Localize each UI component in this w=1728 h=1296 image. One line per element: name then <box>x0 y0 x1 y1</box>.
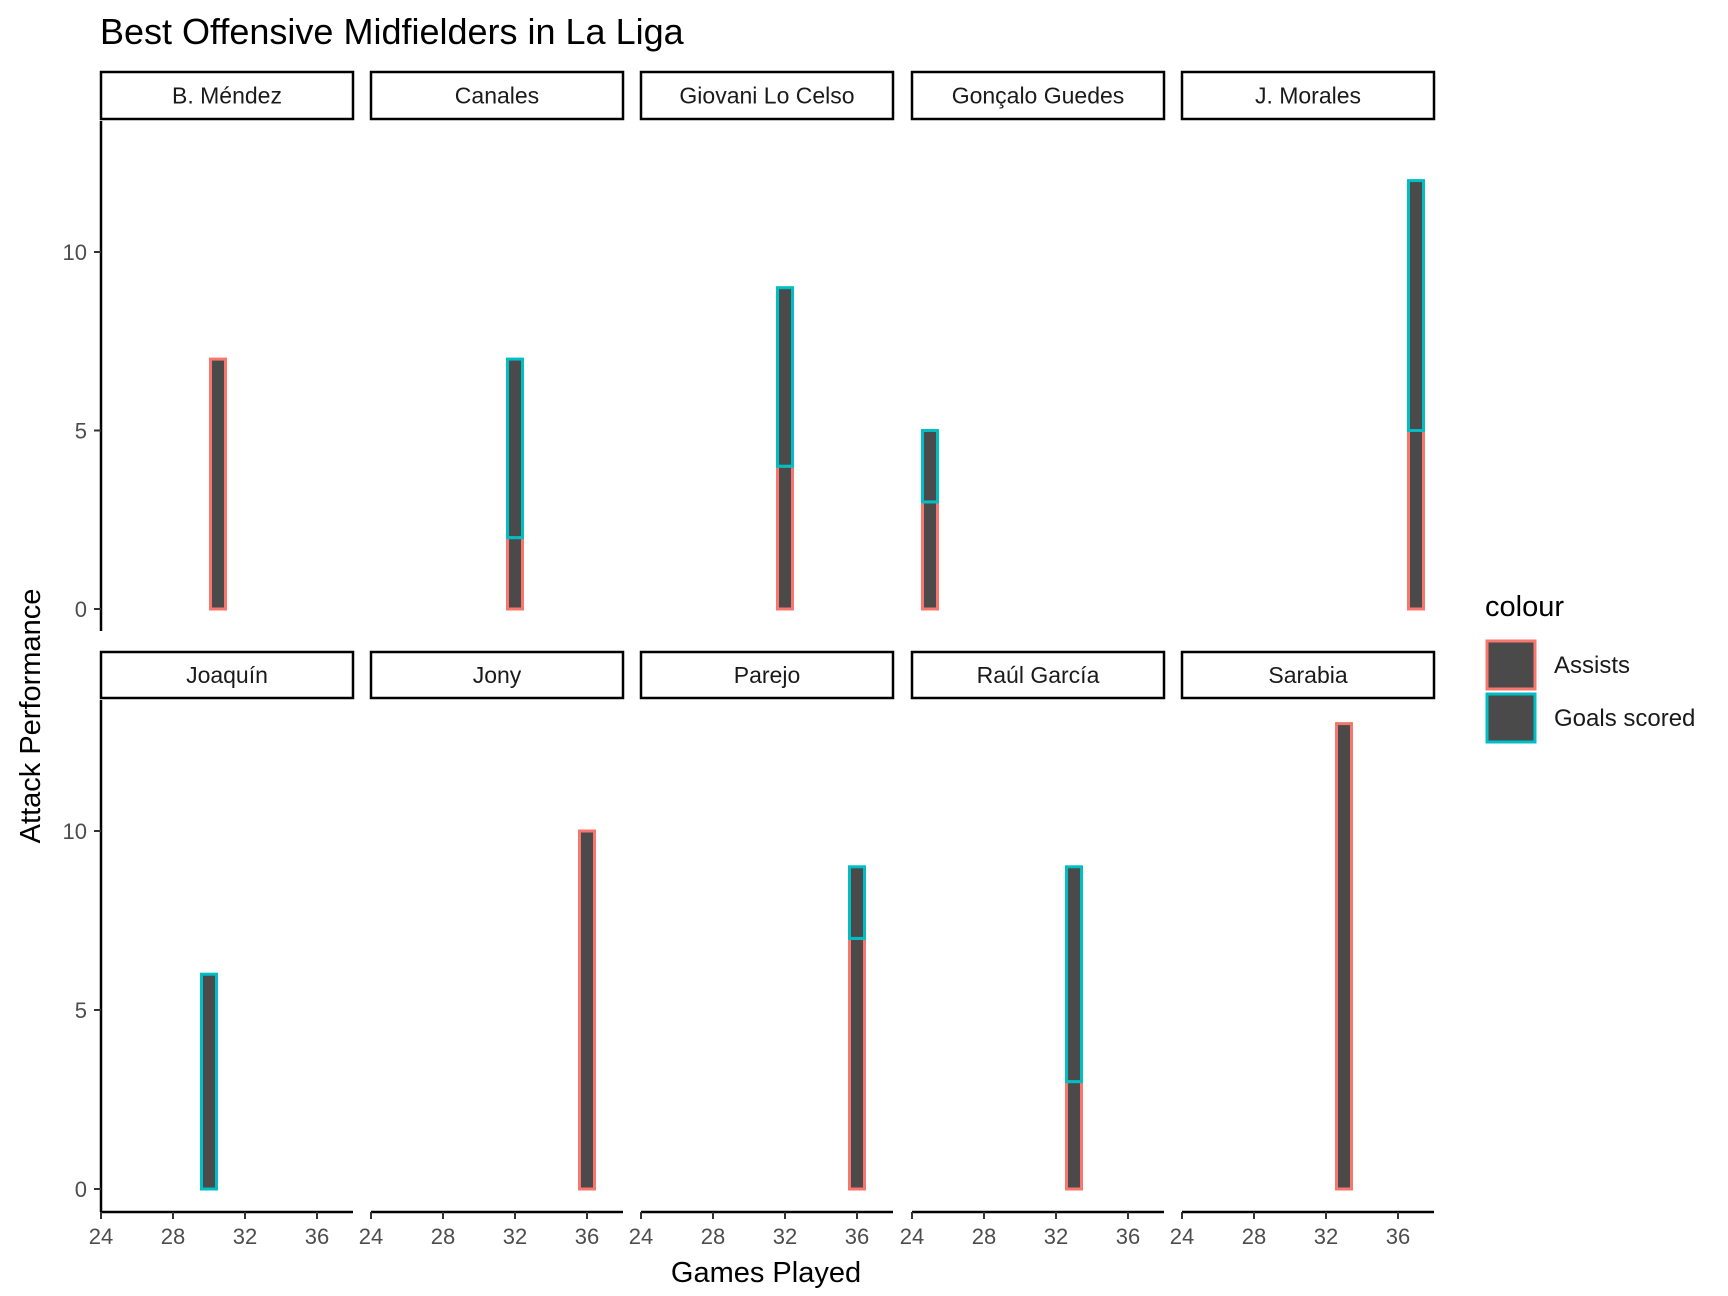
legend-title: colour <box>1485 591 1564 623</box>
bar-assists <box>921 500 939 611</box>
facet-label: Canales <box>455 83 539 109</box>
facet-strip <box>99 650 355 700</box>
x-tick-label: 24 <box>629 1224 653 1249</box>
x-tick-label: 28 <box>431 1224 455 1249</box>
legend-key <box>1485 639 1537 691</box>
facet-panel: Jony 24 28 32 36 <box>359 650 625 1249</box>
x-tick-label: 36 <box>845 1224 869 1249</box>
facet-label: Gonçalo Guedes <box>952 83 1125 109</box>
bar-assists <box>209 357 227 611</box>
facet-panel: Joaquín 0 5 10 24 28 32 36 <box>63 650 355 1249</box>
facet-strip <box>910 650 1166 700</box>
y-axis-label: Attack Performance <box>15 589 47 844</box>
facet-panel: Parejo 24 28 32 36 <box>629 650 895 1249</box>
x-tick-label: 36 <box>1116 1224 1140 1249</box>
facet-label: J. Morales <box>1255 83 1361 109</box>
x-axis-label: Games Played <box>671 1257 861 1289</box>
facet-panel: J. Morales <box>1180 70 1436 611</box>
y-tick-label: 10 <box>63 819 87 844</box>
x-tick-label: 32 <box>1314 1224 1338 1249</box>
facet-panel: B. Méndez 0 5 10 <box>63 70 355 631</box>
facet-label: Joaquín <box>186 662 268 688</box>
y-tick-label: 5 <box>75 419 87 444</box>
x-tick-label: 32 <box>773 1224 797 1249</box>
bar-assists <box>848 936 866 1191</box>
bar-assists <box>506 536 524 611</box>
bar-assists <box>776 464 794 611</box>
x-tick-label: 24 <box>89 1224 113 1249</box>
y-tick-label: 0 <box>75 1177 87 1202</box>
legend-key <box>1485 692 1537 744</box>
facet-label: Raúl García <box>977 662 1100 688</box>
legend-items: Assists Goals scored <box>1485 639 1695 744</box>
x-tick-label: 36 <box>1386 1224 1410 1249</box>
chart-title: Best Offensive Midfielders in La Liga <box>100 11 685 52</box>
legend-label: Assists <box>1554 652 1630 679</box>
facet-strip <box>369 70 625 121</box>
bar-assists <box>578 829 596 1191</box>
bar-assists <box>1335 722 1353 1191</box>
x-tick-label: 32 <box>233 1224 257 1249</box>
bar-goals <box>1407 179 1425 432</box>
bar-goals <box>506 357 524 540</box>
facet-panel: Giovani Lo Celso <box>639 70 895 611</box>
x-tick-label: 24 <box>900 1224 924 1249</box>
bar-goals <box>1065 865 1083 1084</box>
x-tick-label: 36 <box>575 1224 599 1249</box>
facet-label: Sarabia <box>1268 662 1347 688</box>
bar-goals <box>921 429 939 504</box>
facet-strip <box>910 70 1166 121</box>
x-tick-label: 32 <box>1044 1224 1068 1249</box>
x-tick-label: 24 <box>1170 1224 1194 1249</box>
facet-strip <box>639 650 895 700</box>
facet-panel: Gonçalo Guedes <box>910 70 1166 611</box>
facet-strip <box>99 70 355 121</box>
x-tick-label: 28 <box>161 1224 185 1249</box>
legend: colour Assists Goals scored <box>1485 591 1695 744</box>
bar-assists <box>1407 429 1425 611</box>
bar-assists <box>1065 1080 1083 1191</box>
x-tick-label: 28 <box>972 1224 996 1249</box>
facet-label: Jony <box>473 662 522 688</box>
facet-label: B. Méndez <box>172 83 282 109</box>
bar-goals <box>200 972 218 1191</box>
facet-label: Parejo <box>734 662 800 688</box>
bar-goals <box>848 865 866 940</box>
x-tick-label: 28 <box>701 1224 725 1249</box>
facet-label: Giovani Lo Celso <box>679 83 854 109</box>
x-tick-label: 24 <box>359 1224 383 1249</box>
legend-label: Goals scored <box>1554 705 1695 732</box>
facet-strip <box>639 70 895 121</box>
y-tick-label: 0 <box>75 597 87 622</box>
facet-panel: Sarabia 24 28 32 36 <box>1170 650 1436 1249</box>
y-tick-label: 5 <box>75 998 87 1023</box>
x-tick-label: 32 <box>503 1224 527 1249</box>
facet-panel: Raúl García 24 28 32 36 <box>900 650 1166 1249</box>
facets-layer: B. Méndez 0 5 10 Canales Giovani Lo Celso Gonç… <box>63 70 1436 1249</box>
y-tick-label: 10 <box>63 240 87 265</box>
facet-strip <box>1180 70 1436 121</box>
facet-strip <box>1180 650 1436 700</box>
x-tick-label: 28 <box>1242 1224 1266 1249</box>
facet-panel: Canales <box>369 70 625 611</box>
x-tick-label: 36 <box>305 1224 329 1249</box>
facet-strip <box>369 650 625 700</box>
bar-goals <box>776 286 794 468</box>
